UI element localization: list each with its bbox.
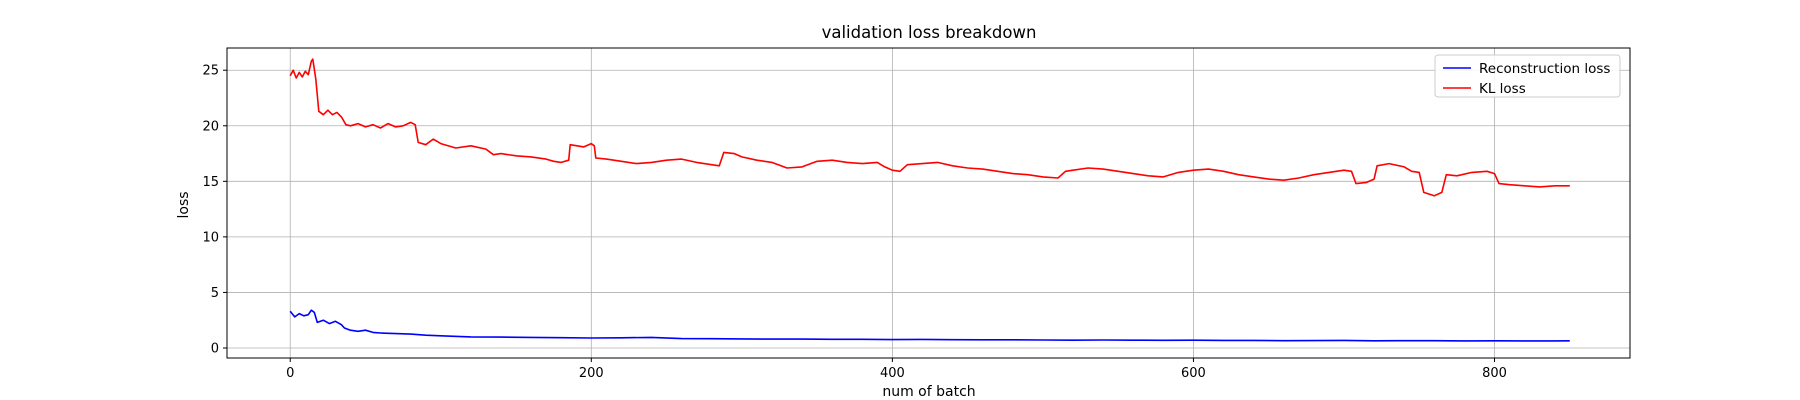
x-axis-ticks: 0 200 400 600 800 (286, 358, 1507, 381)
x-tick-label: 800 (1482, 366, 1507, 381)
y-tick-label: 25 (202, 64, 219, 79)
x-tick-label: 400 (880, 366, 905, 381)
series-line-reconstruction-loss (289, 309, 1570, 342)
legend: Reconstruction loss KL loss (1434, 54, 1621, 98)
x-tick-label: 0 (286, 366, 294, 381)
legend-label-reconstruction-loss: Reconstruction loss (1479, 61, 1610, 77)
legend-label-kl-loss: KL loss (1479, 81, 1526, 97)
y-tick-label: 20 (202, 119, 219, 134)
x-axis-label: num of batch (882, 384, 975, 400)
y-tick-label: 10 (202, 230, 219, 245)
legend-box (1434, 54, 1621, 98)
series-line-kl-loss (289, 58, 1570, 197)
x-tick-label: 200 (579, 366, 604, 381)
y-tick-label: 15 (202, 175, 219, 190)
y-tick-label: 5 (211, 286, 219, 301)
y-axis-ticks: 0 5 10 15 20 25 (202, 64, 227, 357)
plot-frame (226, 47, 1631, 359)
y-tick-label: 0 (211, 342, 219, 357)
chart-title: validation loss breakdown (822, 23, 1037, 42)
plot-series (289, 58, 1570, 342)
x-tick-label: 600 (1181, 366, 1206, 381)
grid (227, 48, 1630, 358)
y-axis-label: loss (176, 191, 192, 218)
